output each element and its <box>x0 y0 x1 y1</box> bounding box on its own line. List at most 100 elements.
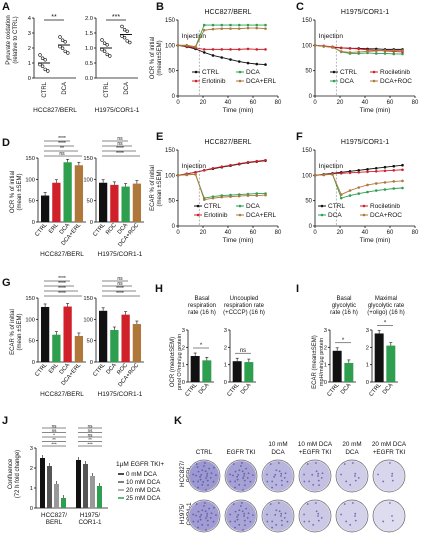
bar-G-0-1 <box>52 334 61 362</box>
legend-label-F-Rociletinib: Rociletinib <box>370 203 400 210</box>
legend-marker-C <box>332 70 336 74</box>
colony-K <box>303 520 306 523</box>
x-tick-label-C: 80 <box>412 100 419 106</box>
bar-G-0-0 <box>40 306 50 362</box>
legend-label-B-CTRL: CTRL <box>202 69 219 76</box>
colony-stain-K <box>300 501 330 531</box>
legend-label-F-DCA+ROC: DCA+ROC <box>370 212 402 219</box>
colony-K <box>192 520 195 523</box>
y-axis-label2-E: (mean ±SEM) <box>157 170 163 207</box>
petri-dish-K <box>372 459 406 493</box>
category-label-G: CTRL <box>34 362 49 378</box>
legend-marker-F <box>320 213 324 217</box>
sig-label-G: **** <box>116 286 124 292</box>
colony-stain-K <box>189 501 219 531</box>
dot-A <box>120 24 124 29</box>
colony-stain-K <box>374 501 404 531</box>
x-tick-label-F: 0 <box>313 230 317 236</box>
petri-dish-K <box>372 499 406 533</box>
colony-stain-K <box>263 501 293 531</box>
colony-K <box>280 519 283 522</box>
data-point-F-DCA+ROC <box>374 182 378 185</box>
y-tick-label-A: 1 <box>28 61 31 67</box>
data-point-B-DCA <box>202 23 206 27</box>
colony-K <box>275 523 278 526</box>
data-point-B-Erlotinib <box>237 48 241 51</box>
colony-stain-K <box>226 501 256 531</box>
colony-K <box>201 509 204 512</box>
colony-K <box>391 475 393 477</box>
colony-K <box>238 469 241 472</box>
group-label-D-0: HCC827/BERL <box>40 251 84 258</box>
colony-K <box>273 475 275 478</box>
legend-marker-F <box>362 213 366 217</box>
subtitle-I: rate (16 h) <box>330 310 358 316</box>
subtitle-H: rate (16 h) <box>188 310 216 316</box>
bar-D-0-1 <box>52 182 61 222</box>
y-axis-label-B: OCR % of initial <box>150 37 156 79</box>
colony-K <box>278 510 281 513</box>
colony-K <box>195 503 198 505</box>
legend-marker-B <box>194 70 198 74</box>
x-tick-label-F: 80 <box>412 230 419 236</box>
colony-K <box>201 469 204 472</box>
data-point-F-DCA+ROC <box>366 183 369 187</box>
x-tick-label-E: 40 <box>225 230 232 236</box>
x-tick-label-C: 40 <box>362 100 369 106</box>
dot-A <box>105 43 109 47</box>
y-tick-label-D: 50 <box>29 199 35 205</box>
panel-letter-K: K <box>174 415 182 427</box>
data-point-F-Rociletinib <box>339 172 343 175</box>
y-tick-label-B: 0 <box>172 94 176 100</box>
colony-K <box>203 462 206 464</box>
colony-K <box>197 510 200 513</box>
data-point-B-Erlotinib <box>229 48 232 51</box>
colony-K <box>247 512 250 515</box>
data-point-B-DCA+ERL <box>220 27 224 30</box>
legend-label-E-DCA: DCA <box>246 203 260 210</box>
data-point-F-DCA <box>348 194 352 197</box>
data-point-F-Rociletinib <box>348 171 352 175</box>
colony-K <box>245 507 248 510</box>
sig-label-D: **** <box>58 141 66 147</box>
colony-K <box>208 467 211 470</box>
data-point-C-Rociletinib <box>357 47 361 51</box>
colony-stain-K <box>226 461 256 491</box>
data-point-C-DCA <box>374 52 378 55</box>
bar-H-0-0 <box>190 356 200 382</box>
legend-label-J-2: 20 mM DCA <box>126 487 161 494</box>
y-tick-label-A: 4 <box>28 16 32 22</box>
colony-K <box>354 479 357 482</box>
data-point-F-DCA <box>357 192 361 195</box>
subtitle-I: glycolytic <box>332 303 356 309</box>
colony-K <box>354 515 356 517</box>
data-point-F-DCA+ROC <box>348 189 352 192</box>
y-tick-label-H: 0 <box>182 380 185 386</box>
panel-letter-A: A <box>2 1 10 13</box>
colony-K <box>317 475 319 477</box>
colony-K <box>286 480 289 483</box>
series-line-F-DCA+ROC <box>314 173 403 196</box>
data-point-B-DCA <box>264 23 267 27</box>
dot-A <box>60 38 65 42</box>
dot-A <box>60 46 65 50</box>
y-tick-label-D: 0 <box>90 220 93 226</box>
bar-D-1-1 <box>110 184 119 222</box>
bar-G-1-1 <box>110 330 119 362</box>
colony-K <box>278 470 281 473</box>
data-point-E-DCA+ERL <box>229 195 232 198</box>
colony-K <box>351 462 354 464</box>
colony-K <box>308 520 311 523</box>
group-label-A-1: H1975/COR1-1 <box>95 107 140 114</box>
legend-marker-C <box>332 79 336 83</box>
colony-K <box>206 519 209 522</box>
colony-K <box>210 472 213 475</box>
colony-K <box>197 486 199 489</box>
dot-A <box>43 67 47 72</box>
legend-marker-E <box>196 204 200 208</box>
y-tick-label-H: 1 <box>182 363 185 369</box>
colony-K <box>349 523 352 526</box>
colony-K <box>207 524 209 527</box>
legend-label-C-DCA: DCA <box>340 78 354 85</box>
colony-K <box>314 462 317 464</box>
